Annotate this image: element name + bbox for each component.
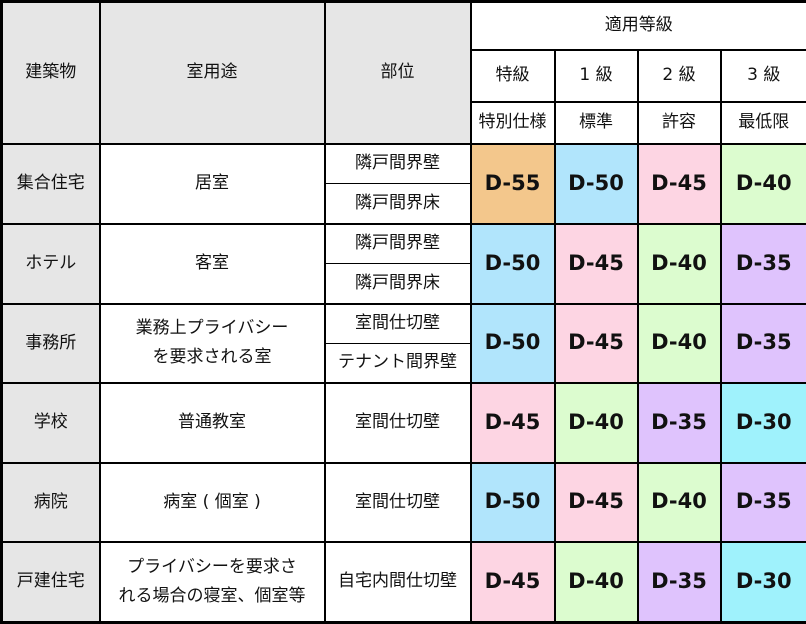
part-cell: 室間仕切壁: [325, 304, 471, 344]
grade-value-cell: D-45: [555, 304, 638, 383]
grade-value-cell: D-40: [721, 144, 806, 224]
part-cell: テナント間界壁: [325, 343, 471, 383]
building-cell: ホテル: [2, 224, 100, 304]
grade-value-cell: D-50: [471, 224, 555, 304]
grade-value-cell: D-45: [638, 144, 721, 224]
grade-value-cell: D-40: [555, 383, 638, 463]
part-cell: 隣戸間界壁: [325, 224, 471, 264]
grade-value-cell: D-50: [555, 144, 638, 224]
grade-value-cell: D-40: [638, 224, 721, 304]
grade-value-cell: D-30: [721, 542, 806, 623]
room-use-cell: 業務上プライバシー を要求される室: [100, 304, 325, 383]
grade-value-cell: D-45: [555, 224, 638, 304]
header-building: 建築物: [2, 2, 100, 144]
grade-value-cell: D-35: [721, 304, 806, 383]
part-cell: 自宅内間仕切壁: [325, 542, 471, 623]
grade-description: 標準: [555, 102, 638, 144]
room-use-cell: プライバシーを要求さ れる場合の寝室、個室等: [100, 542, 325, 623]
room-use-cell: 客室: [100, 224, 325, 304]
grade-description: 特別仕様: [471, 102, 555, 144]
building-cell: 病院: [2, 463, 100, 542]
building-cell: 集合住宅: [2, 144, 100, 224]
grade-label: 特級: [471, 50, 555, 102]
grade-value-cell: D-45: [471, 383, 555, 463]
grade-value-cell: D-35: [638, 542, 721, 623]
grade-value-cell: D-35: [721, 224, 806, 304]
grade-value-cell: D-35: [721, 463, 806, 542]
header-room-use: 室用途: [100, 2, 325, 144]
grade-value-cell: D-45: [555, 463, 638, 542]
part-cell: 隣戸間界床: [325, 264, 471, 304]
grade-value-cell: D-55: [471, 144, 555, 224]
grade-description: 最低限: [721, 102, 806, 144]
grade-description: 許容: [638, 102, 721, 144]
grade-value-cell: D-50: [471, 463, 555, 542]
room-use-cell: 居室: [100, 144, 325, 224]
header-applicable-grade: 適用等級: [471, 2, 806, 50]
part-cell: 室間仕切壁: [325, 383, 471, 463]
grade-value-cell: D-45: [471, 542, 555, 623]
grade-label: 2 級: [638, 50, 721, 102]
room-use-cell: 普通教室: [100, 383, 325, 463]
grade-value-cell: D-40: [638, 304, 721, 383]
part-cell: 隣戸間界床: [325, 184, 471, 224]
grade-value-cell: D-40: [555, 542, 638, 623]
part-cell: 隣戸間界壁: [325, 144, 471, 184]
grade-value-cell: D-35: [638, 383, 721, 463]
grade-label: 3 級: [721, 50, 806, 102]
header-part: 部位: [325, 2, 471, 144]
room-use-cell: 病室 ( 個室 ): [100, 463, 325, 542]
building-cell: 戸建住宅: [2, 542, 100, 623]
grade-value-cell: D-50: [471, 304, 555, 383]
grade-value-cell: D-40: [638, 463, 721, 542]
building-cell: 事務所: [2, 304, 100, 383]
grade-value-cell: D-30: [721, 383, 806, 463]
part-cell: 室間仕切壁: [325, 463, 471, 542]
building-cell: 学校: [2, 383, 100, 463]
grade-label: 1 級: [555, 50, 638, 102]
